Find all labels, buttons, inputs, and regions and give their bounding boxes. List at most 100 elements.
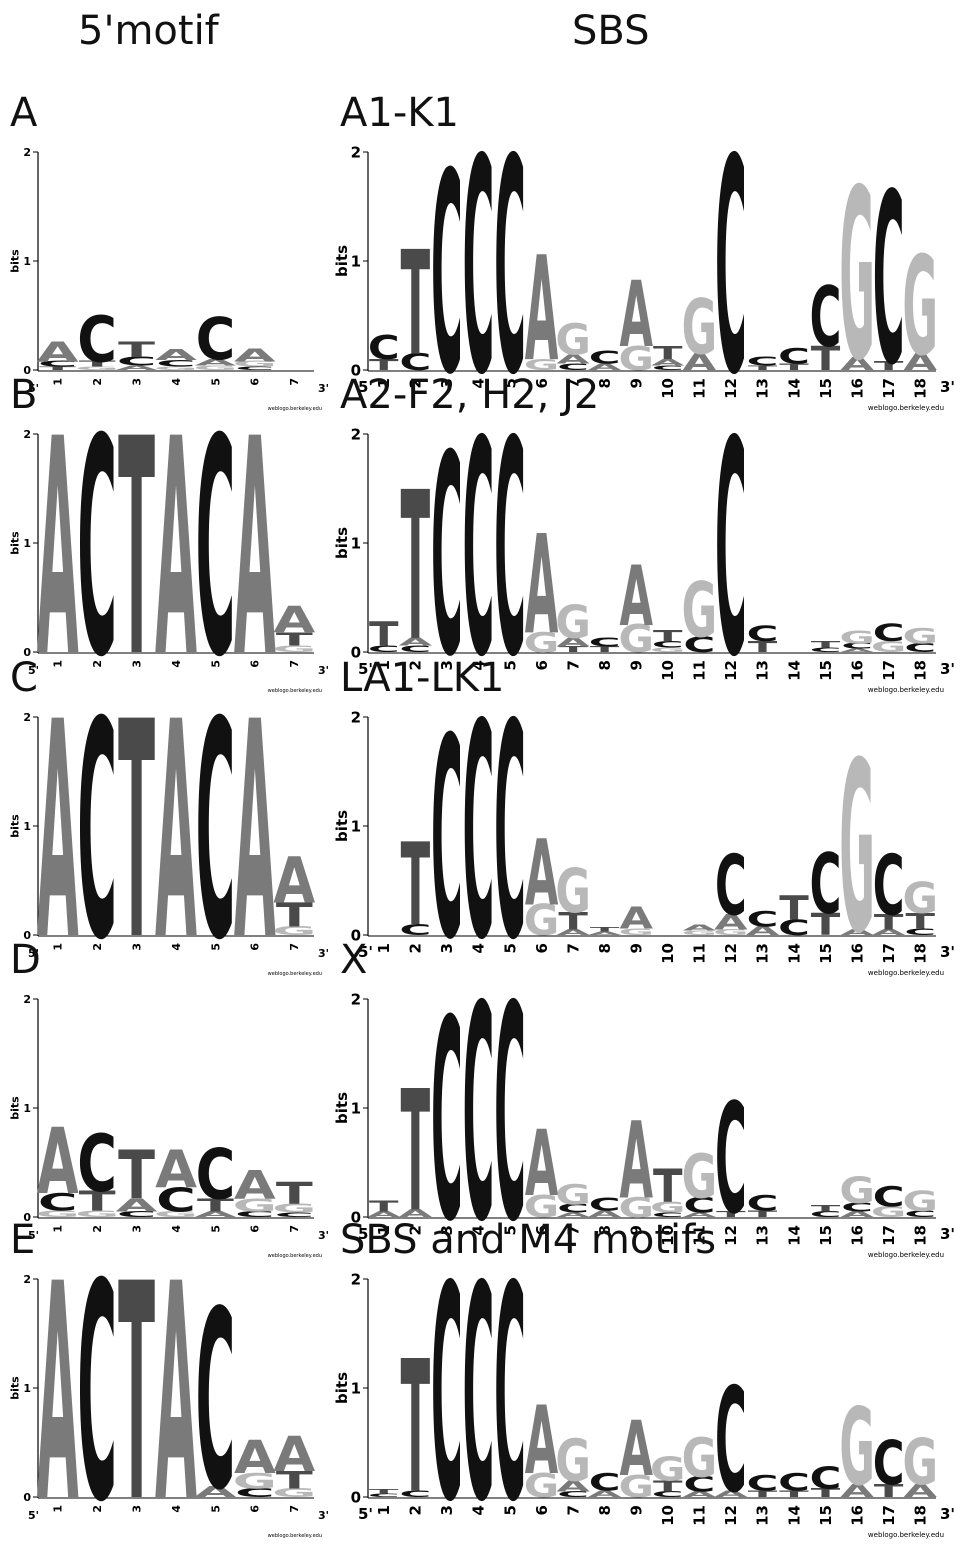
svg-text:A: A bbox=[872, 928, 905, 937]
right-logo-x-tick-label: 17 bbox=[880, 660, 898, 681]
left-logo-letter-T: T bbox=[79, 1186, 116, 1218]
svg-text:T: T bbox=[401, 820, 431, 952]
right-logo-x-tick-label: 5 bbox=[501, 1225, 519, 1235]
sbs-logo-title: A2-F2, H2, J2 bbox=[340, 372, 600, 418]
right-logo-x-tick-label: 7 bbox=[564, 378, 582, 388]
right-logo-letter-T: T bbox=[811, 340, 841, 379]
right-logo-x-tick-label: 4 bbox=[470, 1225, 488, 1235]
svg-text:G: G bbox=[902, 875, 938, 924]
svg-text:A: A bbox=[37, 336, 79, 368]
left-logo-letter-A: A bbox=[234, 375, 276, 723]
right-logo-letter-A: A bbox=[399, 1208, 433, 1220]
svg-text:C: C bbox=[715, 1073, 747, 1248]
svg-text:A: A bbox=[234, 1163, 276, 1209]
right-logo-y-axis-label: bits bbox=[333, 1372, 351, 1404]
svg-text:C: C bbox=[77, 1117, 117, 1209]
svg-text:C: C bbox=[589, 346, 621, 367]
right-logo-letter-A: A bbox=[840, 353, 874, 374]
right-logo-letter-G: G bbox=[650, 1199, 686, 1217]
right-logo-credit: weblogo.berkeley.edu bbox=[868, 1531, 944, 1539]
right-logo-letter-A: A bbox=[619, 900, 653, 936]
right-logo-letter-T: T bbox=[874, 910, 904, 935]
right-logo-letter-C: C bbox=[747, 1471, 779, 1496]
right-logo-letter-T: T bbox=[401, 820, 431, 952]
svg-text:A: A bbox=[619, 900, 653, 936]
svg-text:C: C bbox=[494, 943, 526, 1287]
svg-text:C: C bbox=[652, 640, 684, 650]
right-logo-x-tick-label: 13 bbox=[754, 943, 772, 964]
svg-text:G: G bbox=[36, 1209, 80, 1220]
left-logo-letter-A: A bbox=[195, 1210, 237, 1219]
svg-text:C: C bbox=[747, 622, 779, 647]
svg-text:C: C bbox=[715, 1358, 747, 1526]
svg-text:A: A bbox=[619, 547, 653, 645]
left-logo-letter-T: T bbox=[118, 658, 155, 1006]
svg-text:C: C bbox=[77, 1220, 117, 1554]
left-logo-x-tick-label: 2 bbox=[91, 943, 104, 951]
svg-text:C: C bbox=[589, 636, 621, 650]
right-logo-letter-C: C bbox=[810, 835, 842, 933]
right-logo-credit: weblogo.berkeley.edu bbox=[868, 1251, 944, 1259]
right-logo-x-tick-label: 11 bbox=[691, 378, 709, 399]
right-logo-x-tick-label: 11 bbox=[691, 660, 709, 681]
right-logo-x-tick-label: 17 bbox=[880, 1505, 898, 1526]
left-logo-letter-T: T bbox=[118, 1220, 155, 1554]
left-logo-letter-A: A bbox=[273, 1426, 315, 1483]
left-logo-x-tick-label: 1 bbox=[52, 943, 65, 951]
left-logo-letter-G: G bbox=[272, 644, 316, 655]
right-logo-letter-T: T bbox=[401, 221, 431, 389]
left-logo-x-tick-label: 6 bbox=[249, 378, 262, 386]
right-logo-x-tick-label: 12 bbox=[722, 378, 740, 399]
svg-text:C: C bbox=[589, 1468, 621, 1496]
svg-text:C: C bbox=[399, 350, 431, 376]
left-logo-letter-A: A bbox=[37, 375, 79, 723]
svg-text:A: A bbox=[234, 1431, 276, 1484]
right-logo-letter-C: C bbox=[463, 96, 495, 440]
right-logo-x-tick-label: 18 bbox=[911, 1505, 929, 1526]
right-logo-letter-G: G bbox=[650, 1450, 686, 1489]
svg-text:C: C bbox=[494, 378, 526, 722]
right-logo-letter-A: A bbox=[525, 1387, 559, 1496]
right-logo-letter-C: C bbox=[652, 365, 684, 372]
right-logo-letter-G: G bbox=[902, 227, 938, 386]
svg-text:A: A bbox=[155, 346, 197, 364]
svg-text:A: A bbox=[273, 843, 315, 917]
svg-text:G: G bbox=[618, 927, 654, 937]
svg-text:G: G bbox=[524, 1189, 560, 1225]
right-logo-x-tick-label: 7 bbox=[564, 1505, 582, 1515]
left-logo-x-tick-label: 3 bbox=[130, 378, 143, 386]
left-logo-y-tick-label: 0 bbox=[23, 646, 31, 659]
right-logo-letter-C: C bbox=[652, 640, 684, 650]
right-logo-letter-G: G bbox=[555, 857, 591, 927]
left-logo-x-tick-label: 6 bbox=[249, 1505, 262, 1513]
right-logo-letter-C: C bbox=[463, 661, 495, 1005]
right-logo-letter-G: G bbox=[618, 1191, 654, 1223]
left-logo-letter-C: C bbox=[77, 302, 117, 376]
left-logo-letter-A: A bbox=[37, 1220, 79, 1554]
right-logo-letter-A: A bbox=[619, 1405, 653, 1493]
sbs-logo-title: X bbox=[340, 937, 368, 983]
left-logo-letter-A: A bbox=[194, 357, 236, 368]
svg-text:C: C bbox=[196, 1258, 236, 1544]
right-logo-letter-C: C bbox=[463, 378, 495, 722]
svg-text:T: T bbox=[748, 365, 777, 372]
right-logo-letter-A: A bbox=[399, 636, 433, 648]
svg-text:T: T bbox=[276, 895, 313, 934]
left-logo-letter-T: T bbox=[276, 895, 313, 934]
left-logo-x-tick-label: 2 bbox=[91, 1505, 104, 1513]
right-logo-letter-G: G bbox=[682, 1425, 718, 1489]
svg-text:G: G bbox=[682, 1142, 718, 1212]
svg-text:A: A bbox=[367, 1210, 400, 1219]
left-logo-five-prime: 5' bbox=[28, 664, 39, 677]
left-logo-x-tick-label: 4 bbox=[170, 378, 183, 386]
right-logo-five-prime: 5' bbox=[358, 660, 373, 678]
right-logo-letter-T: T bbox=[653, 1161, 683, 1213]
right-logo-x-tick-label: 11 bbox=[691, 1225, 709, 1246]
right-logo-letter-G: G bbox=[682, 1142, 718, 1212]
svg-text:C: C bbox=[494, 1223, 526, 1554]
right-logo-letter-T: T bbox=[369, 1198, 399, 1216]
right-logo-letter-T: T bbox=[401, 1055, 431, 1249]
right-logo-three-prime: 3' bbox=[940, 1225, 955, 1243]
